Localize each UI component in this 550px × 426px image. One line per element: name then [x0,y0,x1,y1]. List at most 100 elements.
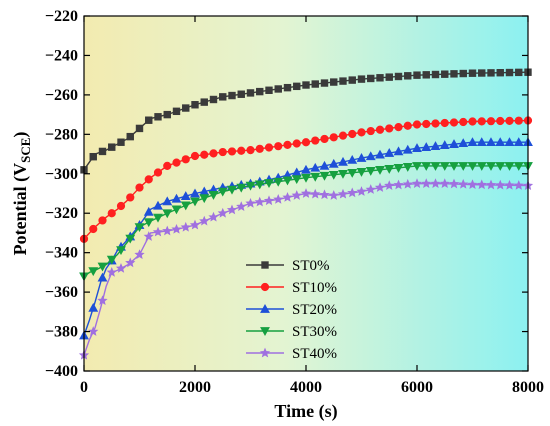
data-point [412,120,422,129]
data-point [264,143,274,152]
data-point [190,151,200,161]
y-tick-label: −280 [45,126,78,143]
data-point [153,168,163,177]
data-point [440,118,449,128]
data-point [143,206,154,216]
data-point [152,226,164,237]
data-point [97,262,108,272]
data-point [145,116,153,124]
data-point [264,179,274,188]
data-point [88,302,99,312]
data-point [513,137,524,147]
data-point [495,137,506,147]
data-point [163,110,171,119]
data-point [320,134,329,144]
data-point [439,140,450,150]
data-point [171,205,182,215]
y-tick-label: −260 [45,87,78,104]
x-tick-label: 8000 [512,379,544,396]
data-point [330,78,338,86]
data-point [496,116,505,126]
legend-label: ST10% [292,280,337,296]
data-point [143,218,154,228]
y-axis-title: Potential (VSCE) [10,132,33,256]
data-point [329,133,338,142]
data-point [476,137,487,147]
data-point [89,224,98,234]
y-tick-label: −220 [45,8,78,25]
legend-item: ST30% [246,324,337,340]
data-point [328,158,339,168]
data-point [357,128,366,137]
legend-label: ST0% [292,258,330,274]
data-point [227,185,237,195]
y-tick-label: −340 [45,245,78,262]
data-point [208,211,219,222]
data-point [495,162,506,171]
data-point [88,326,99,336]
data-point [485,179,497,190]
series-ST30% [79,162,533,282]
data-point [430,162,441,171]
data-point [302,81,310,89]
data-point [505,116,514,125]
data-point [106,255,117,265]
data-point [421,178,432,188]
data-point [181,155,190,164]
data-point [246,89,255,97]
ticks-layer: 0 2000 4000 6000 8000 −220 −240 −260 −280 −300 −32… [45,8,544,396]
data-point [237,90,245,98]
data-point [134,249,145,259]
data-point [171,223,182,234]
data-point [98,216,107,225]
data-point [393,146,404,156]
data-point [135,124,144,133]
y-tick-label: −380 [45,324,78,341]
data-point [384,165,395,174]
data-point [402,178,413,189]
data-point [376,74,384,82]
x-tick-label: 4000 [290,379,322,396]
data-point [348,76,356,84]
data-point [375,166,385,175]
data-point [365,151,376,161]
data-point [200,98,208,106]
data-point [263,195,275,206]
legend-label: ST30% [292,324,337,340]
data-point [356,186,367,196]
data-point [375,125,385,134]
data-point [513,162,524,171]
data-point [430,141,441,150]
y-tick-label: −320 [45,205,78,222]
data-point [319,160,330,170]
data-point [265,86,273,94]
data-point [404,72,412,80]
data-point [190,197,200,207]
data-point [300,188,312,198]
data-point [311,136,320,145]
data-point [163,161,172,170]
y-axis-title-main: Potential (V [10,163,31,255]
data-point [172,107,181,116]
data-point [402,163,413,172]
data-point [301,138,311,147]
legend-marker [260,327,270,337]
data-point [337,188,349,199]
y-tick-label: −300 [45,166,78,183]
data-point [467,162,478,171]
data-point [421,142,432,151]
data-point [180,221,191,232]
y-tick-label: −360 [45,284,78,301]
data-point [292,139,301,148]
data-point [338,169,348,179]
data-point [190,188,200,198]
data-point [422,71,430,79]
data-point [515,68,523,77]
data-point [310,172,321,182]
data-point [365,184,376,194]
data-point [217,207,228,218]
data-point [320,79,329,87]
data-point [97,272,108,282]
data-point [256,87,264,96]
legend-item: ST10% [246,280,337,296]
